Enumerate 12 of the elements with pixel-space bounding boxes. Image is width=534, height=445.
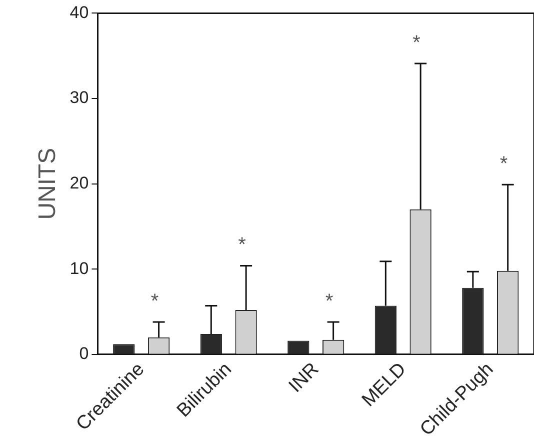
annotation: *	[325, 290, 334, 313]
y-axis-title: UNITS	[34, 148, 62, 220]
y-tick-label: 10	[70, 258, 89, 278]
annotation: *	[238, 234, 246, 256]
y-tick-label: 20	[70, 173, 89, 192]
y-tick-label: 30	[70, 88, 89, 108]
annotation: *	[412, 32, 421, 54]
annotation: *	[150, 290, 159, 313]
y-tick-label: 40	[70, 2, 89, 22]
annotation: *	[500, 153, 508, 176]
x-tick-label: INR	[285, 358, 324, 397]
y-tick-label: 0	[79, 344, 89, 364]
